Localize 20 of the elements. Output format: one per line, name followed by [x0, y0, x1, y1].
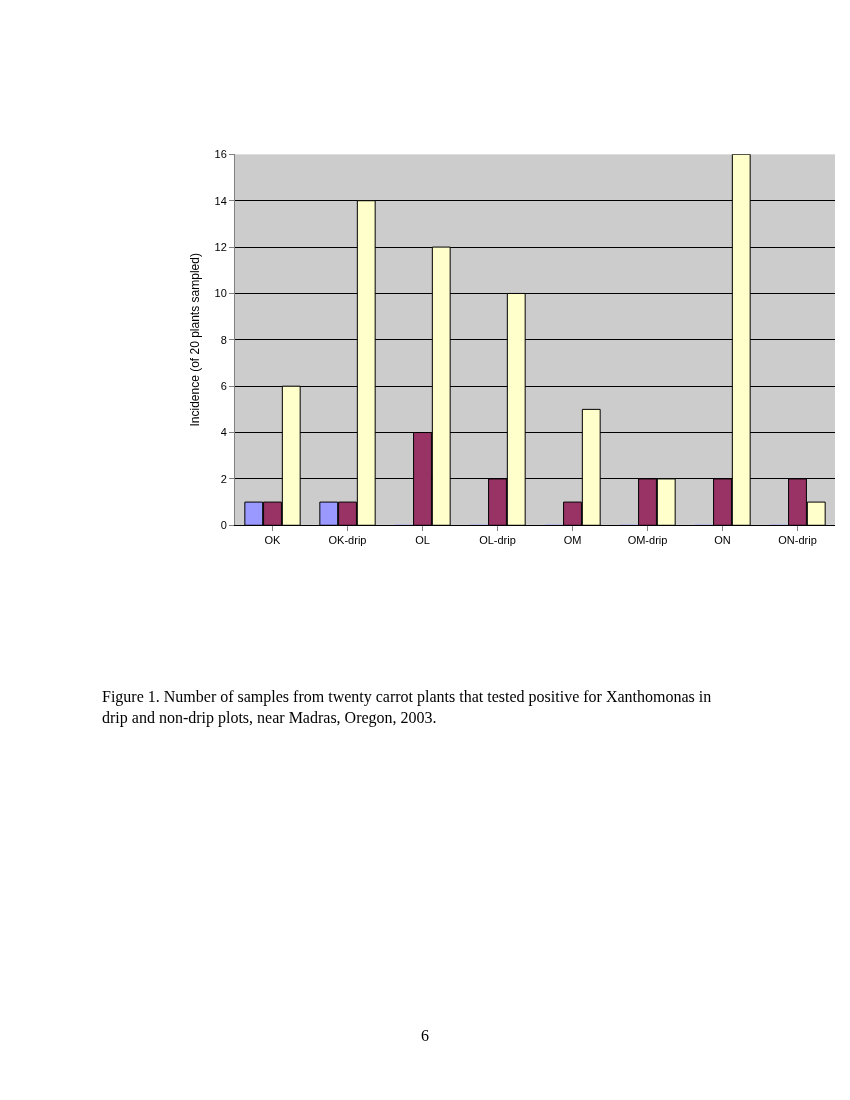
y-tick-label: 0: [220, 519, 227, 532]
y-tick-label: 6: [220, 380, 227, 393]
y-tick-label: 16: [214, 148, 227, 161]
x-tick-label: ON-drip: [778, 534, 817, 547]
caption: Figure 1. Number of samples from twenty carrot plants that tested positive for Xanthomonas in drip and non-drip plots, near Madras, Oregon, 2003.: [102, 688, 712, 727]
x-tick-label: OL: [415, 534, 430, 547]
y-tick-label: 10: [214, 287, 227, 300]
y-tick-label: 4: [220, 426, 227, 439]
y-tick-label: 14: [214, 194, 227, 207]
y-tick-label: 8: [220, 333, 227, 346]
x-tick-label: OL-drip: [479, 534, 516, 547]
x-tick-label: OM-drip: [627, 534, 668, 547]
x-tick-label: OM: [563, 534, 582, 547]
text: 6: [421, 1027, 429, 1044]
x-tick-label: ON: [714, 534, 731, 547]
x-tick-label: OK-drip: [328, 534, 367, 547]
y-axis-title: Incidence (of 20 plants sampled): [187, 253, 202, 427]
y-tick-label: 2: [220, 472, 227, 485]
y-tick-label: 12: [214, 240, 227, 253]
x-tick-label: OK: [264, 534, 282, 547]
